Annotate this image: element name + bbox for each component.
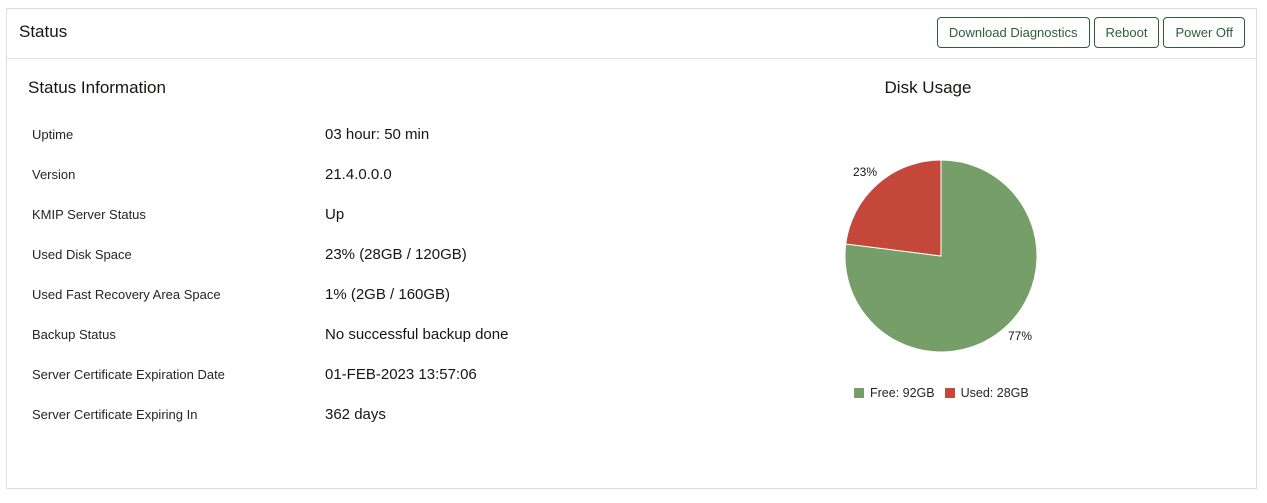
status-information-section: Status Information Uptime 03 hour: 50 mi… [28,78,648,434]
status-panel: Status Download Diagnostics Reboot Power… [6,8,1257,489]
info-row-used-fra-space: Used Fast Recovery Area Space 1% (2GB / … [28,274,648,314]
info-value: 362 days [325,405,386,423]
info-value: 03 hour: 50 min [325,125,430,143]
slice-label-used: 23% [853,165,877,179]
info-label: Uptime [32,126,74,142]
info-value: Up [325,205,345,223]
download-diagnostics-button[interactable]: Download Diagnostics [936,17,1090,48]
info-label: Backup Status [32,326,116,342]
header-actions: Download Diagnostics Reboot Power Off [936,17,1245,48]
status-information-title: Status Information [28,78,166,97]
legend-label-free: Free: 92GB [870,386,935,400]
info-label: Version [32,166,76,182]
info-label: KMIP Server Status [32,206,146,222]
info-row-cert-expiration-date: Server Certificate Expiration Date 01-FE… [28,354,648,394]
info-row-kmip-status: KMIP Server Status Up [28,194,648,234]
info-row-backup-status: Backup Status No successful backup done [28,314,648,354]
legend-swatch-used [944,388,955,398]
slice-label-free: 77% [1008,329,1032,343]
info-value: 01-FEB-2023 13:57:06 [325,365,477,383]
info-label: Used Fast Recovery Area Space [32,286,221,302]
disk-usage-pie-chart: 77% 23% [844,159,1038,353]
info-label: Server Certificate Expiring In [32,406,198,422]
legend-label-used: Used: 28GB [960,386,1029,400]
panel-header: Status Download Diagnostics Reboot Power… [7,9,1256,59]
chart-title: Disk Usage [884,78,972,97]
legend-swatch-free [854,388,864,398]
reboot-button[interactable]: Reboot [1093,17,1160,48]
info-label: Used Disk Space [32,246,132,262]
info-row-uptime: Uptime 03 hour: 50 min [28,114,648,154]
info-value: No successful backup done [325,325,509,343]
chart-legend: Free: 92GB Used: 28GB [854,386,1029,400]
info-row-used-disk-space: Used Disk Space 23% (28GB / 120GB) [28,234,648,274]
info-row-version: Version 21.4.0.0.0 [28,154,648,194]
power-off-button[interactable]: Power Off [1163,17,1245,48]
info-row-cert-expiring-in: Server Certificate Expiring In 362 days [28,394,648,434]
legend-item-free[interactable]: Free: 92GB [854,386,935,400]
info-value: 21.4.0.0.0 [325,165,392,183]
disk-usage-section: Disk Usage 77% 23% Free: 92GB Used: 28GB [800,78,1060,418]
info-value: 1% (2GB / 160GB) [325,285,451,303]
pie-slice-used[interactable] [845,159,942,257]
info-label: Server Certificate Expiration Date [32,366,225,382]
page-title: Status [19,22,68,41]
legend-item-used[interactable]: Used: 28GB [944,386,1029,400]
info-value: 23% (28GB / 120GB) [325,245,467,263]
